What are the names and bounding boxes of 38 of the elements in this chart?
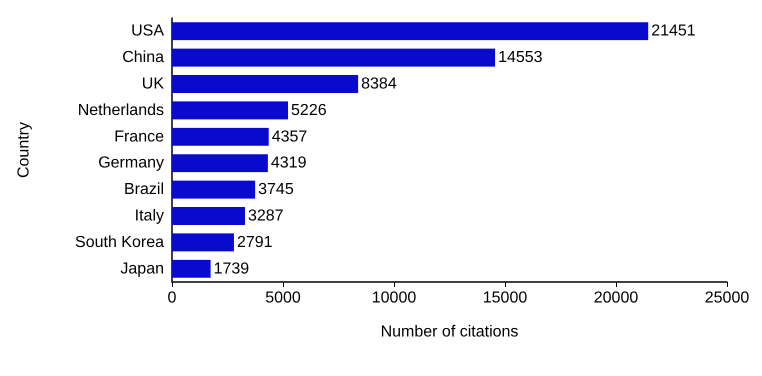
bar xyxy=(172,233,234,252)
y-tick-label: UK xyxy=(142,76,164,92)
data-label: 5226 xyxy=(291,102,327,119)
bar xyxy=(172,75,358,93)
y-tick-label: USA xyxy=(131,22,164,40)
x-tick-label: 15000 xyxy=(482,290,528,306)
data-label: 2791 xyxy=(236,234,273,251)
y-tick-label: Germany xyxy=(98,154,164,172)
y-tick-label: Japan xyxy=(120,260,164,278)
x-tick-label: 10000 xyxy=(372,290,416,306)
x-tick-label: 20000 xyxy=(594,290,638,306)
x-tick-label: 25000 xyxy=(704,290,750,306)
data-label: 1739 xyxy=(214,260,250,278)
y-tick-label: Brazil xyxy=(124,181,164,198)
y-tick-label: South Korea xyxy=(75,234,164,251)
y-tick-label: Netherlands xyxy=(78,102,164,119)
bar xyxy=(172,22,648,40)
data-label: 4319 xyxy=(270,154,307,172)
bar xyxy=(172,260,211,278)
y-tick-label: Italy xyxy=(134,208,164,224)
x-tick-label: 5000 xyxy=(265,290,301,306)
bar xyxy=(172,101,288,120)
bar xyxy=(172,48,496,67)
y-tick-label: China xyxy=(122,49,164,66)
bar xyxy=(172,180,256,199)
data-label: 8384 xyxy=(361,76,397,92)
bar xyxy=(172,128,269,146)
data-label: 3287 xyxy=(248,208,284,224)
bar xyxy=(172,207,245,225)
x-tick-label: 0 xyxy=(168,290,177,306)
data-label: 14553 xyxy=(498,49,543,66)
data-label: 21451 xyxy=(651,22,696,40)
y-tick-label: France xyxy=(114,128,164,146)
data-label: 4357 xyxy=(272,128,308,146)
y-axis-title: Country xyxy=(16,122,32,178)
bar xyxy=(172,154,268,172)
data-label: 3745 xyxy=(258,181,294,198)
x-axis-title: Number of citations xyxy=(380,324,518,340)
